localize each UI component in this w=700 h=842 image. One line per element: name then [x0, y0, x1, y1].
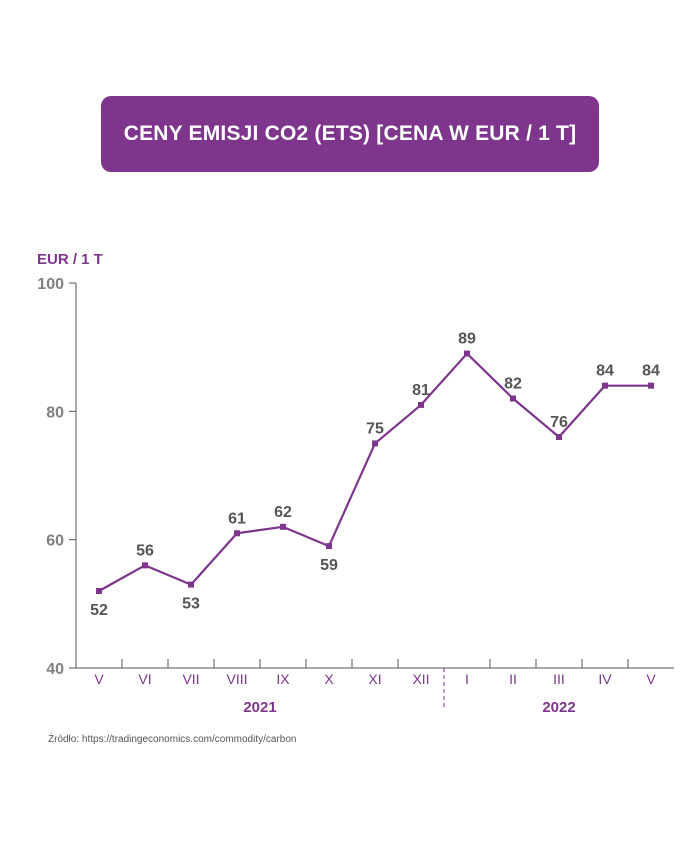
- year-label: 2022: [542, 699, 575, 716]
- chart-title-box: CENY EMISJI CO2 (ETS) [CENA W EUR / 1 T]: [101, 96, 599, 172]
- x-tick-label: X: [324, 671, 334, 687]
- y-tick-label: 80: [46, 404, 64, 421]
- data-label: 56: [136, 542, 154, 559]
- x-tick-label: V: [646, 671, 656, 687]
- data-label: 52: [90, 602, 108, 619]
- data-label: 76: [550, 414, 568, 431]
- year-label: 2021: [243, 699, 276, 716]
- data-point: [510, 395, 516, 402]
- data-label: 61: [228, 510, 246, 527]
- x-tick-label: VII: [182, 671, 199, 687]
- data-label: 81: [412, 382, 430, 399]
- x-tick-label: IV: [598, 671, 612, 687]
- data-point: [648, 382, 654, 389]
- data-point: [280, 523, 286, 530]
- y-tick-label: 100: [37, 276, 64, 293]
- chart-title: CENY EMISJI CO2 (ETS) [CENA W EUR / 1 T]: [123, 122, 577, 145]
- x-tick-label: VI: [138, 671, 151, 687]
- y-tick-label: 40: [46, 661, 64, 678]
- data-label: 53: [182, 596, 200, 613]
- data-point: [234, 530, 240, 537]
- data-label: 84: [642, 363, 660, 380]
- data-point: [188, 581, 194, 588]
- data-label: 84: [596, 363, 614, 380]
- data-label: 62: [274, 504, 292, 521]
- x-tick-label: IX: [276, 671, 290, 687]
- data-point: [326, 543, 332, 550]
- data-point: [418, 401, 424, 408]
- x-tick-label: II: [509, 671, 517, 687]
- x-tick-label: XI: [368, 671, 381, 687]
- data-point: [464, 350, 470, 357]
- series-line: [98, 352, 651, 592]
- data-point: [96, 588, 102, 594]
- y-axis-label: EUR / 1 T: [37, 251, 103, 268]
- data-point: [372, 440, 378, 447]
- x-tick-label: V: [94, 671, 104, 687]
- x-tick-label: III: [553, 671, 565, 687]
- data-label: 59: [320, 557, 338, 574]
- data-point: [556, 434, 562, 440]
- x-tick-label: I: [465, 671, 469, 687]
- x-tick-label: VIII: [226, 671, 247, 687]
- data-label: 82: [504, 376, 522, 393]
- data-point: [602, 382, 608, 389]
- source-note: Źródło: https://tradingeconomics.com/com…: [48, 734, 297, 745]
- x-tick-label: XII: [412, 671, 429, 687]
- data-point: [142, 562, 148, 569]
- y-tick-label: 60: [46, 533, 64, 550]
- data-label: 75: [366, 420, 384, 437]
- data-label: 89: [458, 331, 476, 348]
